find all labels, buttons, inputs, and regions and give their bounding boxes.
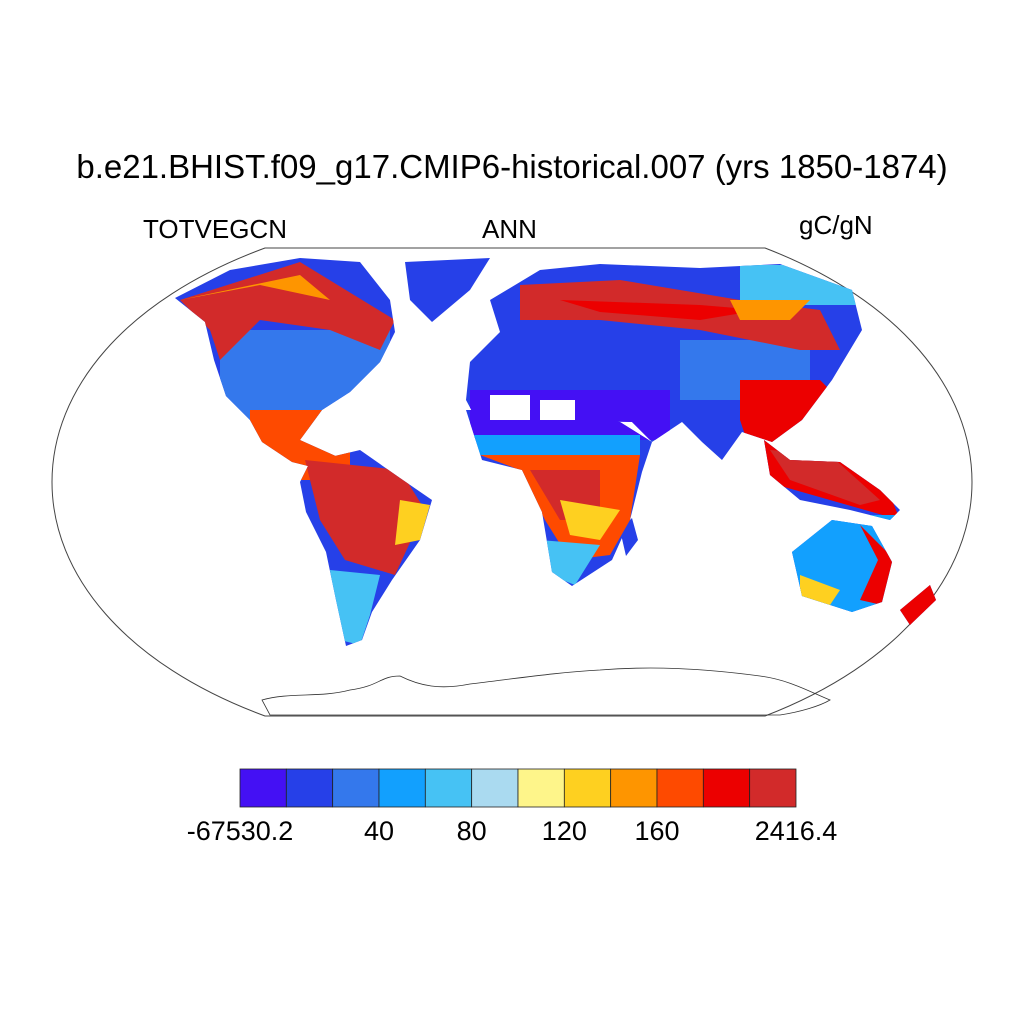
variable-label: TOTVEGCN (143, 214, 287, 244)
colorbar-box (517, 768, 565, 808)
colorbar-label: 120 (541, 816, 587, 846)
colorbar-box (378, 768, 426, 808)
colorbar-box (749, 768, 797, 808)
colorbar-box (471, 768, 519, 808)
colorbar-label: -67530.2 (186, 816, 294, 846)
season-label: ANN (482, 214, 537, 244)
antarctica-coastline (261, 667, 831, 716)
colorbar-box (610, 768, 658, 808)
colorbar-label: 2416.4 (754, 816, 838, 846)
colorbar-box (424, 768, 473, 808)
colorbar-box (285, 768, 334, 808)
land-field (175, 258, 936, 646)
colorbar-box (239, 768, 287, 808)
colorbar-box (563, 768, 612, 808)
map-boundary (51, 247, 973, 717)
units-label: gC/gN (799, 210, 873, 240)
colorbar (239, 768, 797, 808)
colorbar-box (702, 768, 751, 808)
colorbar-label: 40 (363, 816, 395, 846)
plot-title: b.e21.BHIST.f09_g17.CMIP6-historical.007… (76, 148, 948, 185)
colorbar-label: 80 (456, 816, 487, 846)
colorbar-box (656, 768, 704, 808)
colorbar-box (332, 768, 380, 808)
colorbar-label: 160 (634, 816, 680, 846)
